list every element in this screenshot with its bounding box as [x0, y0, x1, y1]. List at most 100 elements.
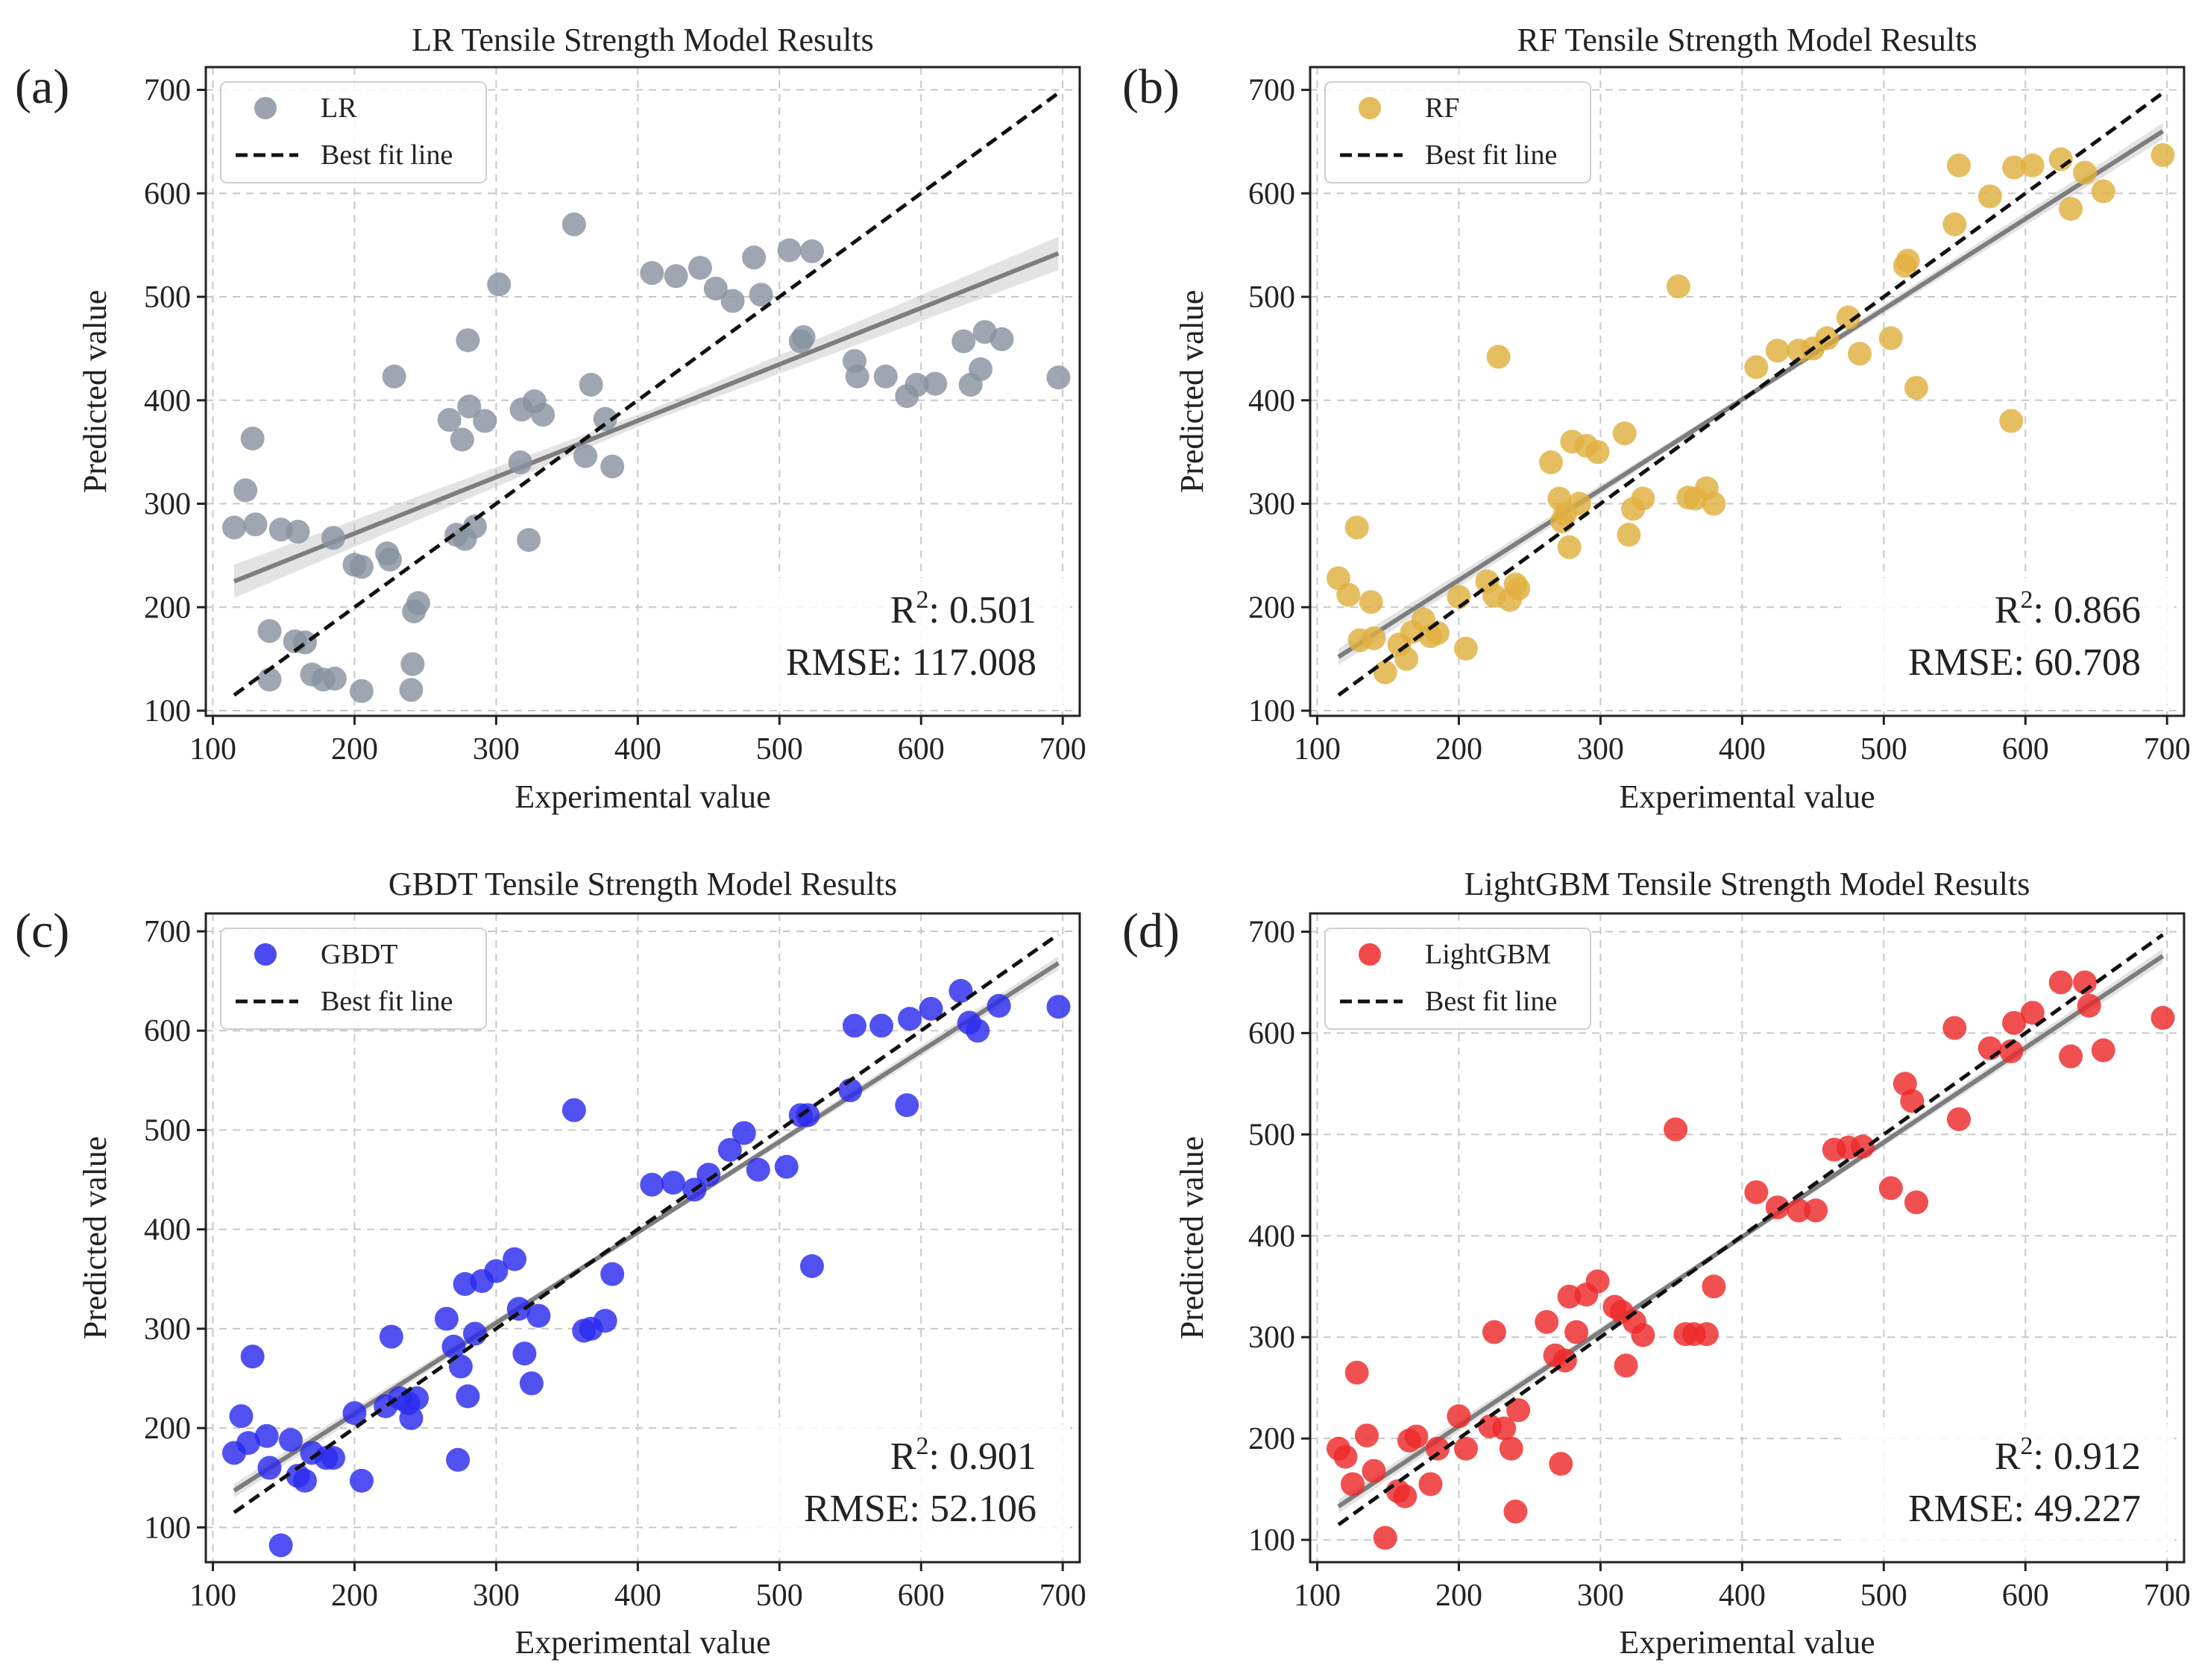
- data-point: [1425, 1436, 1450, 1461]
- data-point: [1617, 523, 1641, 547]
- panel-label: (d): [1122, 904, 1180, 958]
- data-point: [292, 1468, 317, 1493]
- data-point: [221, 515, 246, 540]
- data-point: [1359, 590, 1383, 614]
- data-point: [441, 1334, 466, 1359]
- x-tick-label: 200: [331, 732, 378, 767]
- data-point: [640, 1172, 664, 1197]
- data-point: [1848, 342, 1872, 366]
- chart-title: GBDT Tensile Strength Model Results: [388, 866, 897, 902]
- data-point: [484, 1259, 509, 1283]
- y-tick-label: 400: [144, 1213, 191, 1248]
- x-axis-label: Experimental value: [1619, 1624, 1875, 1661]
- panel-b: (b) RF Tensile Strength Model Results 10…: [1122, 22, 2191, 815]
- best-fit-line: [233, 91, 1060, 697]
- y-tick-label: 500: [1248, 280, 1295, 315]
- r2-sup: 2: [2021, 586, 2033, 614]
- metrics: R2: 0.901 RMSE: 52.106: [742, 1424, 1070, 1551]
- panel-c: (c) GBDT Tensile Strength Model Results …: [15, 866, 1086, 1661]
- data-point: [1804, 1198, 1828, 1223]
- data-point: [321, 1446, 345, 1470]
- legend-box: [220, 81, 487, 183]
- data-point: [1978, 184, 2002, 209]
- y-tick-label: 300: [1248, 488, 1295, 522]
- data-point: [1702, 491, 1726, 516]
- data-point: [322, 667, 347, 691]
- y-ticks: 100 200 300 400 500 600 700: [144, 915, 206, 1545]
- data-point: [1344, 515, 1369, 540]
- data-point: [1418, 1472, 1443, 1497]
- data-point: [1535, 1309, 1559, 1334]
- x-tick-label: 600: [2002, 1579, 2049, 1613]
- data-point: [257, 619, 282, 644]
- r2-sup: 2: [2021, 1432, 2033, 1460]
- x-tick-label: 600: [2002, 732, 2049, 767]
- r2-value: : 0.912: [2033, 1435, 2141, 1478]
- data-point: [1549, 1452, 1573, 1476]
- data-point: [1900, 1089, 1925, 1113]
- y-tick-label: 200: [1248, 1422, 1295, 1456]
- data-point: [1344, 1360, 1369, 1385]
- data-point: [923, 371, 948, 396]
- panel-label: (a): [15, 60, 69, 114]
- data-point: [2002, 1010, 2027, 1035]
- data-point: [434, 1306, 459, 1331]
- legend-series-label: GBDT: [321, 939, 397, 970]
- metrics: R2: 0.912 RMSE: 49.227: [1846, 1424, 2174, 1551]
- data-point: [845, 364, 869, 388]
- rmse-text: RMSE: 49.227: [1908, 1488, 2141, 1530]
- data-point: [321, 526, 345, 550]
- data-point: [600, 1262, 625, 1286]
- regression-band: [233, 236, 1060, 598]
- data-point: [1453, 1436, 1478, 1461]
- data-point: [448, 1354, 473, 1379]
- data-point: [799, 239, 824, 263]
- x-tick-label: 500: [756, 732, 803, 767]
- axes-frame: [204, 912, 1081, 1564]
- x-tick-label: 200: [1435, 732, 1482, 767]
- data-point: [278, 1428, 303, 1453]
- data-point: [573, 444, 598, 468]
- legend-marker: [254, 97, 277, 119]
- data-point: [406, 591, 430, 615]
- r2-text: R2: 0.912: [1995, 1432, 2141, 1478]
- points: [221, 978, 1071, 1558]
- chart-title: LightGBM Tensile Strength Model Results: [1464, 866, 2030, 902]
- y-tick-label: 600: [144, 1014, 191, 1048]
- r2-label: R: [890, 589, 916, 632]
- rmse-text: RMSE: 52.106: [804, 1488, 1036, 1530]
- data-point: [517, 528, 541, 553]
- data-point: [696, 1163, 721, 1187]
- data-point: [1585, 440, 1610, 465]
- data-point: [531, 403, 556, 427]
- r2-text: R2: 0.901: [890, 1432, 1036, 1478]
- y-axis-label: Predicted value: [77, 290, 113, 493]
- data-point: [1538, 450, 1563, 475]
- x-tick-label: 100: [1294, 1579, 1341, 1613]
- data-point: [1836, 305, 1860, 330]
- x-tick-label: 400: [1719, 732, 1766, 767]
- data-point: [240, 1344, 265, 1369]
- metrics-background: [1846, 578, 2174, 705]
- data-point: [1694, 1322, 1719, 1347]
- x-tick-label: 700: [1039, 732, 1086, 767]
- data-point: [462, 515, 487, 539]
- best-fit-line: [233, 932, 1060, 1514]
- data-point: [257, 1456, 282, 1480]
- data-point: [1666, 274, 1690, 299]
- data-point: [749, 283, 773, 307]
- r2-value: : 0.901: [929, 1435, 1036, 1478]
- data-point: [2073, 160, 2098, 185]
- data-point: [1340, 1472, 1365, 1497]
- legend-line-label: Best fit line: [321, 139, 453, 171]
- legend-series-label: RF: [1425, 92, 1459, 124]
- data-point: [254, 1423, 279, 1448]
- y-tick-label: 600: [144, 177, 191, 211]
- data-point: [969, 357, 993, 382]
- legend-line-label: Best fit line: [1425, 986, 1557, 1017]
- rmse-text: RMSE: 117.008: [786, 641, 1036, 684]
- data-point: [1453, 636, 1478, 661]
- data-point: [1354, 1423, 1379, 1448]
- data-point: [342, 1401, 367, 1426]
- panel-label: (b): [1122, 60, 1180, 114]
